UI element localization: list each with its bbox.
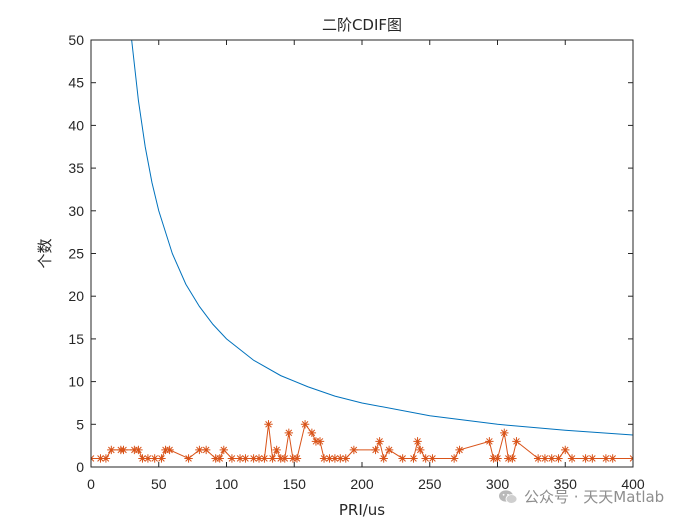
star-marker (455, 445, 464, 455)
x-tick-label: 100 (215, 476, 239, 492)
x-tick-label: 400 (621, 476, 645, 492)
star-marker (319, 454, 329, 463)
star-marker (449, 454, 459, 463)
star-marker (508, 454, 517, 463)
star-marker (533, 454, 543, 463)
star-marker (512, 437, 521, 446)
star-marker (493, 454, 502, 463)
star-marker (215, 454, 224, 463)
star-marker (165, 445, 174, 455)
star-marker (119, 445, 128, 455)
star-marker (184, 454, 193, 463)
y-tick-label: 50 (68, 32, 84, 48)
star-marker (235, 454, 245, 463)
y-tick-label: 10 (68, 374, 84, 390)
star-marker (375, 437, 384, 446)
star-marker (567, 454, 577, 463)
star-marker (138, 454, 147, 463)
star-marker (249, 454, 258, 463)
plot-area (91, 40, 633, 467)
star-marker (581, 454, 590, 463)
star-marker (315, 437, 325, 446)
y-tick-label: 5 (76, 416, 84, 432)
star-marker (379, 454, 388, 463)
star-marker (384, 445, 394, 455)
star-marker (195, 445, 204, 455)
star-marker (292, 454, 302, 463)
star-marker (608, 454, 617, 463)
x-tick-label: 250 (418, 476, 442, 492)
star-marker (409, 454, 418, 463)
star-marker (300, 420, 310, 429)
y-tick-label: 20 (68, 288, 84, 304)
star-marker (421, 454, 430, 463)
star-marker (485, 437, 494, 446)
star-marker (349, 445, 359, 455)
star-marker (96, 454, 105, 463)
star-marker (307, 428, 317, 438)
y-tick-label: 30 (68, 203, 84, 219)
star-marker (260, 454, 269, 463)
x-tick-label: 200 (350, 476, 374, 492)
star-marker (219, 445, 228, 455)
star-marker (561, 445, 570, 455)
star-marker (268, 454, 277, 463)
star-marker (601, 454, 611, 463)
star-marker (264, 420, 273, 429)
axes: 0 50 100 150 200 250 300 350 400 0 5 10 15 20 25 30 35 40… (68, 32, 644, 492)
star-marker (227, 454, 237, 463)
star-marker (341, 454, 350, 463)
star-marker (547, 454, 556, 463)
x-tick-label: 350 (554, 476, 578, 492)
x-tick-label: 0 (87, 476, 95, 492)
star-marker (284, 428, 294, 438)
y-tick-label: 25 (68, 246, 84, 262)
star-marker (588, 454, 597, 463)
star-marker (101, 454, 111, 463)
series-1 (131, 40, 633, 436)
star-marker (241, 454, 250, 463)
wechat-icon (499, 489, 518, 504)
star-marker (500, 428, 509, 438)
y-tick-label: 0 (76, 459, 84, 475)
star-marker (371, 445, 380, 455)
x-tick-label: 150 (283, 476, 307, 492)
watermark-text: 公众号 · 天天Matlab (524, 488, 665, 506)
chart-marks (91, 40, 633, 463)
star-marker (134, 445, 143, 455)
star-marker (554, 454, 563, 463)
star-marker (157, 454, 166, 463)
y-tick-label: 40 (68, 117, 84, 133)
star-marker (330, 454, 340, 463)
y-tick-label: 35 (68, 160, 84, 176)
star-marker (143, 454, 153, 463)
star-marker (540, 454, 550, 463)
star-marker (150, 454, 159, 463)
y-tick-label: 45 (68, 75, 84, 91)
x-tick-label: 300 (486, 476, 510, 492)
star-marker (413, 437, 422, 446)
x-axis-label: PRI/us (339, 501, 385, 519)
star-marker (325, 454, 334, 463)
star-marker (254, 454, 264, 463)
star-marker (272, 445, 281, 455)
series-1-line (131, 40, 633, 436)
y-axis-label: 个数 (36, 238, 54, 268)
star-marker (428, 454, 437, 463)
star-marker (107, 445, 116, 455)
star-marker (280, 454, 289, 463)
chart-title: 二阶CDIF图 (322, 16, 402, 34)
y-tick-label: 15 (68, 331, 84, 347)
series-2 (91, 420, 633, 463)
star-marker (336, 454, 345, 463)
star-marker (201, 445, 211, 455)
watermark: 公众号 · 天天Matlab (498, 486, 664, 507)
star-marker (416, 445, 425, 455)
plot-background (91, 40, 633, 467)
star-marker (398, 454, 407, 463)
x-tick-label: 50 (151, 476, 167, 492)
